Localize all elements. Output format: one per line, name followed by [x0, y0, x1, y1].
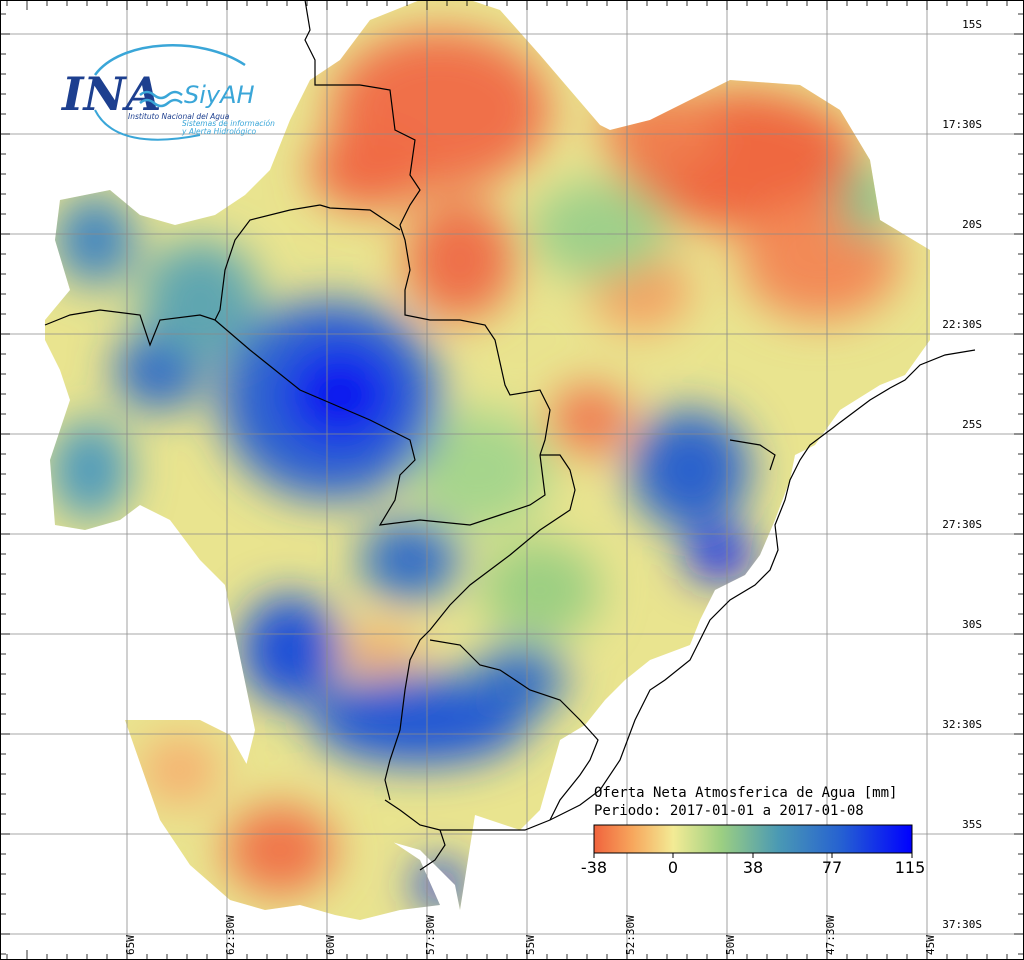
lat-label: 22:30S [942, 318, 982, 331]
title-line-2: Periodo: 2017-01-01 a 2017-01-08 [594, 803, 864, 819]
logo-line1-text: Sistemas de información [182, 119, 275, 128]
colorbar-tick-label: 0 [668, 858, 678, 877]
lat-label: 32:30S [942, 718, 982, 731]
logo-arc-lower-icon [94, 109, 201, 141]
lat-label: 37:30S [942, 918, 982, 931]
logo-arc-icon [93, 44, 246, 76]
lon-label: 57:30W [424, 915, 437, 955]
colorbar-tick-label: -38 [581, 858, 607, 877]
logo-sub-text: SiyAH [184, 81, 255, 109]
colorbar: -38 0 38 77 115 [581, 824, 926, 877]
ina-siyah-logo: INA SiyAH Instituto Nacional del Agua Si… [60, 44, 275, 141]
map-title: Oferta Neta Atmosferica de Agua [mm] Per… [594, 785, 897, 819]
logo-org-text: Instituto Nacional del Agua [128, 112, 230, 121]
lon-label: 60W [324, 935, 337, 955]
latitude-labels: 15S 17:30S 20S 22:30S 25S 27:30S 30S 32:… [930, 17, 984, 931]
lon-label: 52:30W [624, 915, 637, 955]
lat-label: 17:30S [942, 118, 982, 131]
lat-label: 35S [962, 818, 982, 831]
colorbar-tick-label: 38 [743, 858, 763, 877]
logo-line2-text: y Alerta Hidrológico [181, 127, 256, 136]
logo-main-text: INA [60, 67, 161, 121]
lon-label: 55W [524, 935, 537, 955]
colorbar-tick-label: 77 [822, 858, 842, 877]
wave-icon [139, 98, 183, 108]
lon-label: 62:30W [224, 915, 237, 955]
colorbar-ramp [593, 824, 913, 854]
lon-label: 45W [924, 935, 937, 955]
lon-label: 65W [124, 935, 137, 955]
lon-label: 50W [724, 935, 737, 955]
lat-label: 27:30S [942, 518, 982, 531]
wave-icon [139, 90, 183, 100]
lat-label: 20S [962, 218, 982, 231]
colorbar-tick-label: 115 [895, 858, 926, 877]
lon-label: 47:30W [824, 915, 837, 955]
lat-label: 15S [962, 18, 982, 31]
title-line-1: Oferta Neta Atmosferica de Agua [mm] [594, 785, 897, 801]
lat-label: 30S [962, 618, 982, 631]
longitude-labels: 65W 62:30W 60W 57:30W 55W 52:30W 50W 47:… [124, 915, 937, 955]
country-borders [44, 0, 976, 871]
lat-label: 25S [962, 418, 982, 431]
